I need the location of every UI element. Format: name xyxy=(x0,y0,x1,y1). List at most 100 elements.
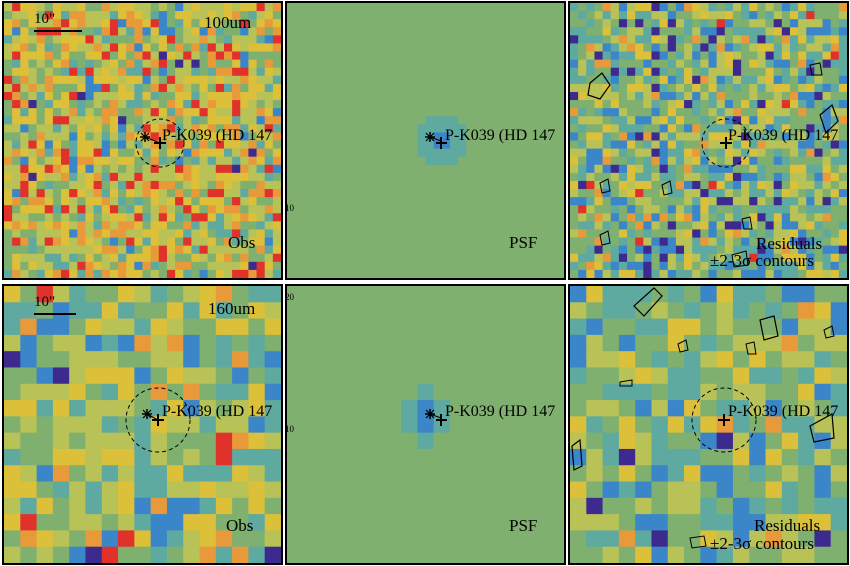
map-pixel xyxy=(773,116,783,125)
map-pixel xyxy=(449,400,467,417)
map-pixel xyxy=(183,100,192,109)
map-pixel xyxy=(798,465,815,483)
map-pixel xyxy=(594,245,604,255)
map-pixel xyxy=(555,205,564,214)
map-pixel xyxy=(765,546,783,563)
map-pixel xyxy=(272,237,281,247)
map-pixel xyxy=(85,497,103,515)
map-pixel xyxy=(287,448,304,466)
map-pixel xyxy=(417,432,435,450)
map-pixel xyxy=(85,180,95,190)
map-pixel xyxy=(303,148,312,158)
map-pixel xyxy=(311,116,321,125)
map-pixel xyxy=(716,269,726,278)
map-pixel xyxy=(659,3,669,12)
map-pixel xyxy=(531,400,549,417)
map-pixel xyxy=(319,448,337,466)
map-pixel xyxy=(498,124,508,133)
map-pixel xyxy=(101,51,111,61)
map-pixel xyxy=(651,221,661,230)
map-pixel xyxy=(700,197,709,206)
map-pixel xyxy=(409,19,418,28)
map-pixel xyxy=(287,245,296,255)
map-pixel xyxy=(52,197,62,206)
map-pixel xyxy=(311,140,321,150)
map-pixel xyxy=(376,67,386,77)
map-pixel xyxy=(61,229,70,239)
map-pixel xyxy=(207,51,217,61)
map-pixel xyxy=(586,432,604,450)
map-pixel xyxy=(610,51,620,61)
map-pixel xyxy=(798,302,815,320)
map-pixel xyxy=(667,156,677,166)
map-pixel xyxy=(77,108,86,117)
map-pixel xyxy=(215,67,225,77)
map-pixel xyxy=(578,245,587,255)
map-pixel xyxy=(741,75,750,85)
map-pixel xyxy=(134,3,143,12)
map-pixel xyxy=(586,132,595,141)
map-pixel xyxy=(474,164,484,174)
map-pixel xyxy=(134,334,152,352)
map-pixel xyxy=(765,11,775,20)
map-pixel xyxy=(240,172,249,182)
target-marker xyxy=(425,409,447,426)
map-pixel xyxy=(134,51,143,61)
map-pixel xyxy=(183,400,201,417)
map-pixel xyxy=(248,75,258,85)
map-pixel xyxy=(482,35,492,44)
map-pixel xyxy=(303,124,312,133)
map-pixel xyxy=(700,229,709,239)
map-pixel xyxy=(425,229,435,239)
map-pixel xyxy=(368,11,378,20)
map-pixel xyxy=(295,221,304,230)
map-pixel xyxy=(376,180,386,190)
map-pixel xyxy=(272,43,281,53)
map-pixel xyxy=(4,156,13,166)
map-pixel xyxy=(256,156,266,166)
map-pixel xyxy=(515,465,532,483)
map-pixel xyxy=(409,148,418,158)
map-pixel xyxy=(77,261,86,271)
map-pixel xyxy=(781,3,791,12)
map-pixel xyxy=(506,197,516,206)
map-pixel xyxy=(368,530,386,548)
map-pixel xyxy=(749,546,767,563)
map-pixel xyxy=(384,75,394,85)
map-pixel xyxy=(52,19,62,28)
map-pixel xyxy=(781,100,791,109)
map-pixel xyxy=(635,432,652,450)
map-pixel xyxy=(12,229,21,239)
map-pixel xyxy=(741,140,750,150)
map-pixel xyxy=(401,497,418,515)
map-pixel xyxy=(570,91,579,101)
map-pixel xyxy=(433,51,443,61)
map-pixel xyxy=(52,400,70,417)
map-pixel xyxy=(61,108,70,117)
map-pixel xyxy=(264,67,274,77)
map-pixel xyxy=(368,213,378,222)
map-pixel xyxy=(384,245,394,255)
map-pixel xyxy=(344,35,353,44)
map-pixel xyxy=(692,11,701,20)
map-pixel xyxy=(240,261,249,271)
map-pixel xyxy=(240,59,249,69)
map-pixel xyxy=(327,83,337,93)
map-pixel xyxy=(150,19,160,28)
map-pixel xyxy=(586,318,604,336)
map-pixel xyxy=(627,197,636,206)
map-pixel xyxy=(240,27,249,36)
map-pixel xyxy=(482,318,500,336)
map-pixel xyxy=(594,180,604,190)
map-pixel xyxy=(458,67,467,77)
map-pixel xyxy=(684,189,693,198)
map-pixel xyxy=(126,269,135,278)
map-pixel xyxy=(757,164,767,174)
map-pixel xyxy=(303,116,312,125)
map-pixel xyxy=(515,383,532,401)
map-pixel xyxy=(232,269,241,278)
map-pixel xyxy=(352,51,361,61)
map-pixel xyxy=(531,213,541,222)
map-pixel xyxy=(150,67,160,77)
map-pixel xyxy=(466,400,484,417)
